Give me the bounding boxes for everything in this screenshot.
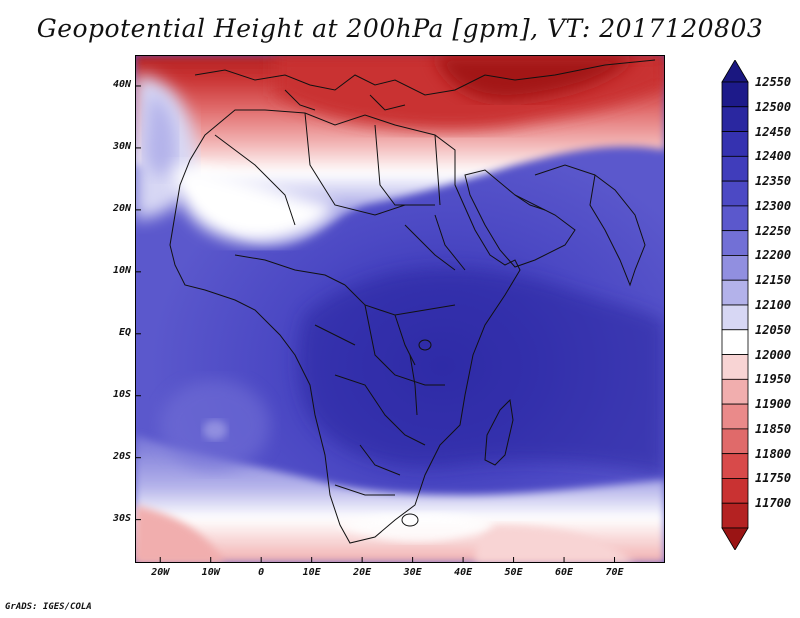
colorbar-label: 12300 (755, 198, 792, 213)
lat-tick-label: 20S (112, 450, 131, 462)
colorbar-swatch (721, 205, 749, 232)
colorbar-swatch (721, 403, 749, 430)
lon-tick-label: 30E (403, 567, 422, 578)
colorbar-label: 12150 (755, 273, 792, 288)
lat-tick-label: 30S (112, 512, 131, 524)
map-title: Geopotential Height at 200hPa [gpm], VT:… (36, 14, 764, 43)
colorbar-label: 12400 (755, 149, 792, 164)
colorbar-label: 11850 (755, 421, 792, 436)
lat-tick-label: 10S (112, 388, 131, 400)
colorbar-swatch (721, 279, 749, 306)
lon-tick-label: 10W (201, 567, 220, 578)
lon-tick-label: 70E (605, 567, 624, 578)
colorbar-label: 12050 (755, 322, 792, 337)
colorbar-swatch (721, 354, 749, 380)
colorbar-label: 11800 (755, 446, 792, 461)
colorbar-label: 12350 (755, 174, 792, 189)
colorbar-label: 11900 (755, 397, 792, 412)
lat-tick-label: EQ (118, 326, 131, 338)
colorbar-label: 11750 (755, 471, 792, 486)
lon-tick-label: 40E (454, 567, 473, 578)
colorbar-label: 12200 (755, 248, 792, 263)
colorbar-label: 12550 (755, 75, 792, 89)
colorbar-label: 11700 (755, 496, 792, 511)
colorbar-swatch (721, 304, 749, 331)
colorbar-swatch (721, 155, 749, 182)
contour-map (135, 55, 665, 563)
colorbar-label: 12500 (755, 99, 792, 114)
colorbar-label: 12250 (755, 223, 792, 238)
colorbar-underflow-arrow (721, 527, 749, 550)
colorbar-label: 12100 (755, 298, 792, 312)
colorbar-swatch (721, 329, 749, 355)
colorbar-swatch (721, 502, 749, 529)
lon-tick-label: 10E (302, 567, 321, 578)
lon-tick-label: 20W (151, 567, 170, 578)
colorbar-swatch (721, 131, 749, 157)
colorbar-swatch (721, 230, 749, 256)
colorbar-swatch (721, 428, 749, 455)
lon-tick-label: 60E (555, 567, 574, 578)
lon-tick-label: 20E (353, 567, 372, 578)
lat-tick-label: 30N (112, 140, 131, 152)
colorbar-swatch (721, 453, 749, 479)
colorbar-swatch (721, 180, 749, 207)
colorbar-swatch (721, 478, 749, 504)
colorbar-label: 12000 (755, 347, 792, 362)
colorbar-swatch (721, 81, 749, 108)
colorbar-label: 12450 (755, 124, 792, 139)
lon-tick-label: 50E (504, 567, 523, 578)
lat-tick-label: 40N (112, 78, 131, 90)
colorbar-swatch (721, 378, 749, 405)
grads-credit: GrADS: IGES/COLA (5, 602, 92, 612)
colorbar-swatch (721, 106, 749, 132)
colorbar (721, 60, 749, 550)
lat-tick-label: 20N (112, 202, 131, 214)
lon-tick-label: 0 (258, 567, 265, 578)
colorbar-label: 11950 (755, 372, 792, 387)
colorbar-swatch (721, 255, 749, 281)
coastlines (169, 59, 656, 544)
lat-tick-label: 10N (112, 264, 131, 276)
colorbar-overflow-arrow (721, 60, 749, 83)
